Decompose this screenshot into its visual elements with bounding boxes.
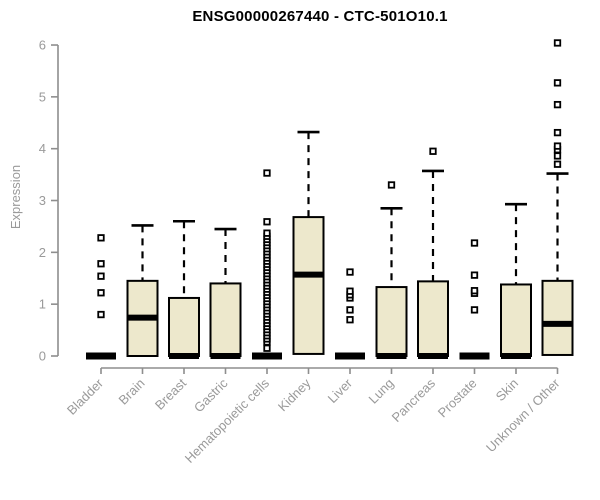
- outlier-point: [263, 229, 271, 237]
- outlier-point: [553, 39, 562, 47]
- median-line: [501, 353, 531, 359]
- median-line: [169, 353, 199, 359]
- box-rect: [292, 216, 325, 355]
- collapsed-box: [252, 352, 282, 360]
- y-tick-label: 6: [39, 38, 46, 53]
- outlier-point: [97, 310, 105, 319]
- y-tick-label: 2: [39, 245, 46, 260]
- box-gastric: [209, 227, 242, 359]
- outlier-point: [429, 147, 437, 155]
- box-rect: [500, 283, 532, 358]
- outlier-point: [387, 181, 396, 189]
- y-tick-label: 3: [39, 193, 46, 208]
- x-tick-label: Pancreas: [389, 375, 439, 425]
- box-pancreas: [417, 147, 449, 359]
- median-line: [418, 353, 448, 359]
- median-line: [210, 353, 241, 359]
- box-liver: [335, 268, 365, 360]
- x-tick-label: Brain: [116, 376, 148, 408]
- y-tick-label: 4: [39, 141, 46, 156]
- outlier-point: [553, 79, 562, 87]
- outlier-point: [346, 268, 354, 276]
- outlier-point: [97, 260, 105, 268]
- median-line: [542, 320, 573, 327]
- x-tick-label: Gastric: [191, 375, 231, 415]
- collapsed-box: [86, 352, 116, 360]
- outlier-point: [553, 152, 562, 160]
- x-tick-label: Liver: [325, 375, 356, 406]
- x-tick-label: Unknown / Other: [483, 375, 563, 455]
- outlier-point: [346, 287, 354, 295]
- outlier-point: [346, 306, 354, 314]
- box-rect: [209, 282, 242, 357]
- chart-title: ENSG00000267440 - CTC-501O10.1: [192, 8, 448, 25]
- x-tick-label: Skin: [493, 376, 521, 404]
- box-prostate: [459, 239, 490, 360]
- collapsed-box: [335, 352, 365, 360]
- x-tick-label: Prostate: [435, 376, 480, 421]
- box-rect: [168, 296, 200, 358]
- outlier-point: [346, 316, 354, 324]
- outlier-point: [97, 234, 105, 242]
- collapsed-box: [459, 352, 490, 360]
- box-bladder: [86, 234, 116, 360]
- y-tick-label: 5: [39, 89, 46, 104]
- median-line: [293, 271, 324, 278]
- box-brain: [126, 224, 159, 357]
- median-line: [127, 314, 158, 321]
- outlier-point: [553, 128, 562, 137]
- outlier-point: [470, 271, 479, 279]
- box-hematopoietic-cells: [252, 169, 282, 360]
- outlier-point: [97, 289, 105, 297]
- y-tick-label: 1: [39, 297, 46, 312]
- box-unknown-other: [541, 39, 574, 356]
- y-axis: 0 1 2 3 4 5 6: [39, 38, 59, 364]
- median-line: [376, 353, 407, 359]
- y-tick-label: 0: [39, 349, 46, 364]
- outlier-point: [263, 218, 271, 226]
- box-rect: [541, 279, 574, 356]
- x-tick-label: Breast: [152, 375, 189, 412]
- outlier-point: [553, 100, 562, 109]
- box-lung: [375, 181, 408, 359]
- outlier-point: [470, 239, 479, 247]
- box-breast: [168, 219, 200, 359]
- box-rect: [375, 286, 408, 357]
- box-rect: [417, 280, 449, 358]
- outlier-point: [263, 344, 271, 352]
- box-kidney: [292, 130, 325, 355]
- outlier-point: [470, 306, 479, 314]
- x-tick-label: Bladder: [64, 375, 107, 418]
- x-tick-label: Lung: [366, 376, 397, 407]
- box-skin: [500, 202, 532, 359]
- outlier-point: [263, 169, 271, 177]
- outlier-point: [553, 142, 562, 150]
- x-tick-label: Kidney: [275, 375, 314, 414]
- outlier-point: [97, 272, 105, 280]
- outlier-point: [553, 160, 562, 168]
- outlier-point: [470, 287, 479, 295]
